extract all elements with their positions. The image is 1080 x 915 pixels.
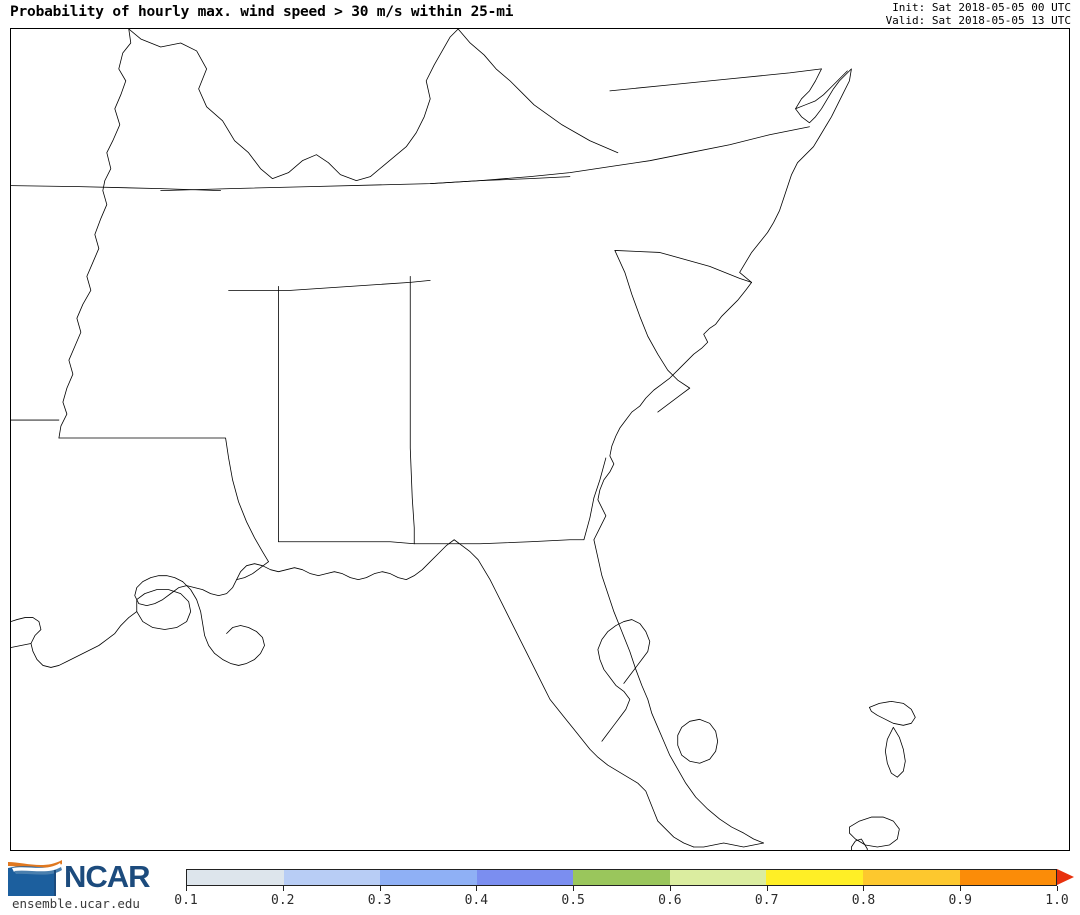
coastline-texas-la <box>11 643 32 648</box>
coastline-bahamas-andros <box>884 726 906 778</box>
coastline-bahamas-grand <box>868 700 916 726</box>
ncar-logo[interactable]: NCAR ensemble.ucar.edu <box>4 858 176 911</box>
valid-time-label: Valid: Sat 2018-05-05 13 UTC <box>885 14 1071 27</box>
init-time-label: Init: Sat 2018-05-05 00 UTC <box>892 1 1071 14</box>
colorbar-band <box>380 870 477 885</box>
state-boundary-ga-al <box>409 275 415 545</box>
coastline-fl-keys <box>693 842 764 848</box>
colorbar-over-arrow <box>1057 869 1074 885</box>
colorbar-tick <box>669 886 671 891</box>
map-panel[interactable] <box>10 28 1070 851</box>
colorbar-tick <box>863 886 865 891</box>
colorbar-tick-label: 0.9 <box>948 893 972 908</box>
state-boundary-ms-la <box>58 437 269 563</box>
colorbar-tick <box>476 886 478 891</box>
coastline-outer-banks <box>795 70 848 110</box>
forecast-time-block: Init: Sat 2018-05-05 00 UTC Valid: Sat 2… <box>886 1 1071 27</box>
colorbar-tick-label: 0.7 <box>754 893 779 908</box>
colorbar-tick-axis: 0.1 0.2 0.3 0.4 0.5 0.6 0.7 0.8 0.9 1.0 <box>174 886 1069 913</box>
coastline-chesapeake <box>739 68 852 283</box>
coastline-tampa-bay <box>597 619 651 742</box>
coastline-carolina <box>593 281 752 541</box>
state-boundary-ga-fl <box>413 497 595 545</box>
colorbar-band <box>766 870 863 885</box>
colorbar-tick-label: 0.5 <box>561 893 585 908</box>
colorbar-tick-label: 0.1 <box>174 893 198 908</box>
colorbar-tick-label: 0.6 <box>658 893 682 908</box>
coastline-louisiana <box>11 611 138 668</box>
coastline-small-island <box>851 838 868 850</box>
colorbar-band <box>862 870 960 885</box>
lake-okeechobee <box>677 718 719 764</box>
coastline-georgia-islands <box>657 387 691 413</box>
state-boundary-nc-sc <box>614 250 752 283</box>
header-bar: Probability of hourly max. wind speed > … <box>0 0 1080 28</box>
state-boundary-tn-south <box>228 279 431 291</box>
state-boundary-sc-ga <box>614 250 691 389</box>
coastline-fl-southwest <box>453 539 695 848</box>
colorbar[interactable]: 0.1 0.2 0.3 0.4 0.5 0.6 0.7 0.8 0.9 1.0 <box>174 869 1076 913</box>
coastline-mississippi-delta <box>182 581 265 666</box>
state-boundary-nc-va-east <box>609 68 822 92</box>
colorbar-tick <box>186 886 187 891</box>
colorbar-band <box>669 870 767 885</box>
state-boundary-mississippi-river <box>58 29 132 439</box>
state-boundary-va-nc <box>429 176 571 185</box>
ncar-website-label: ensemble.ucar.edu <box>12 896 140 911</box>
colorbar-bands <box>186 869 1057 886</box>
lake-pontchartrain <box>136 589 192 630</box>
colorbar-tick-label: 0.2 <box>271 893 295 908</box>
colorbar-tick <box>573 886 575 891</box>
colorbar-tick <box>960 886 962 891</box>
colorbar-tick-label: 0.3 <box>367 893 392 908</box>
colorbar-tick <box>1057 886 1058 891</box>
colorbar-tick <box>379 886 381 891</box>
colorbar-band <box>476 870 574 885</box>
state-boundary-fl-east <box>593 457 607 499</box>
state-boundary-al-fl <box>278 541 415 545</box>
coastline-gulf-ms-al <box>236 561 269 581</box>
colorbar-band <box>959 870 1057 885</box>
state-boundary-appalachian <box>457 29 619 154</box>
state-boundary-tn-ky <box>160 126 810 192</box>
coastline-fl-east <box>593 539 764 844</box>
colorbar-band <box>573 870 670 885</box>
ncar-wordmark: NCAR <box>64 859 151 894</box>
colorbar-band <box>283 870 381 885</box>
colorbar-tick-label: 0.4 <box>464 893 489 908</box>
colorbar-tick-label: 0.8 <box>851 893 876 908</box>
colorbar-tick-label: 1.0 <box>1045 893 1069 908</box>
page-title: Probability of hourly max. wind speed > … <box>10 4 514 20</box>
colorbar-tick <box>766 886 768 891</box>
ncar-logo-mark <box>8 860 62 896</box>
state-boundary-ky-north <box>128 29 459 182</box>
coastline-cuba-north <box>849 816 900 848</box>
coastline-fl-bigbend <box>134 539 455 606</box>
colorbar-band <box>187 870 284 885</box>
colorbar-tick <box>282 886 284 891</box>
map-geography <box>11 29 916 850</box>
